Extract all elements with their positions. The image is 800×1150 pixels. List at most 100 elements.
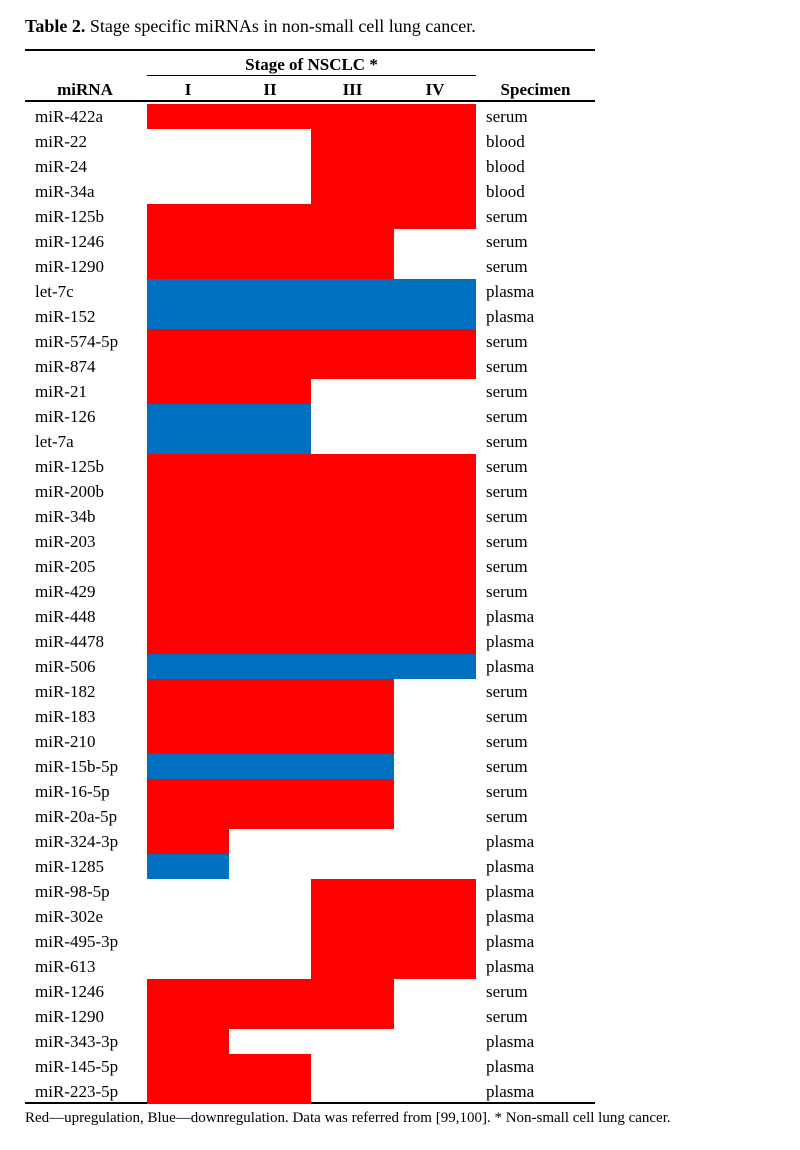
stage-cell bbox=[394, 954, 476, 979]
mirna: miR-302e bbox=[35, 907, 103, 926]
specimen: blood bbox=[486, 132, 525, 151]
stage-cell bbox=[229, 779, 311, 804]
stage-cell bbox=[394, 604, 476, 629]
caption: Table 2. Stage specific miRNAs in non-sm… bbox=[25, 16, 476, 37]
stage-cell bbox=[147, 579, 229, 604]
stage-cell bbox=[229, 329, 311, 354]
stage-cell bbox=[311, 804, 394, 829]
stage-cell bbox=[311, 454, 394, 479]
stage-cell bbox=[147, 1079, 229, 1104]
stage-cell bbox=[394, 654, 476, 679]
stage-cell bbox=[229, 254, 311, 279]
stage-cell bbox=[311, 129, 394, 154]
specimen: serum bbox=[486, 807, 528, 826]
mirna: miR-210 bbox=[35, 732, 96, 751]
stage-cell bbox=[394, 354, 476, 379]
stage-cell bbox=[311, 279, 394, 304]
stage-cell bbox=[311, 979, 394, 1004]
mirna: miR-21 bbox=[35, 382, 87, 401]
stage-cell bbox=[147, 204, 229, 229]
mirna: miR-324-3p bbox=[35, 832, 119, 851]
stage-cell bbox=[229, 354, 311, 379]
stage-cell bbox=[147, 729, 229, 754]
stage-cell bbox=[394, 904, 476, 929]
mirna: miR-422a bbox=[35, 107, 103, 126]
specimen: serum bbox=[486, 257, 528, 276]
mirna: miR-34b bbox=[35, 507, 96, 526]
stage-cell bbox=[147, 654, 229, 679]
stage-cell bbox=[394, 879, 476, 904]
top-rule bbox=[25, 49, 595, 51]
stage-cell bbox=[229, 204, 311, 229]
stage-cell bbox=[311, 779, 394, 804]
mirna: miR-506 bbox=[35, 657, 96, 676]
stage-cell bbox=[229, 404, 311, 429]
caption-text: Stage specific miRNAs in non-small cell … bbox=[89, 16, 476, 36]
stage-cell bbox=[147, 379, 229, 404]
stage-cell bbox=[394, 204, 476, 229]
stage-cell bbox=[311, 754, 394, 779]
stage-cell bbox=[147, 454, 229, 479]
stage-cell bbox=[147, 804, 229, 829]
specimen: plasma bbox=[486, 1057, 535, 1076]
stage-cell bbox=[394, 304, 476, 329]
stage-cell bbox=[147, 979, 229, 1004]
stage-cell bbox=[147, 104, 229, 129]
specimen: blood bbox=[486, 182, 525, 201]
specimen: serum bbox=[486, 232, 528, 251]
stage-cell bbox=[311, 604, 394, 629]
mirna: miR-98-5p bbox=[35, 882, 110, 901]
mirna: miR-125b bbox=[35, 207, 104, 226]
mirna: miR-203 bbox=[35, 532, 96, 551]
stage-cell bbox=[147, 1004, 229, 1029]
mirna: miR-200b bbox=[35, 482, 104, 501]
specimen: serum bbox=[486, 732, 528, 751]
stage-cell bbox=[311, 529, 394, 554]
stage-cell bbox=[229, 504, 311, 529]
mirna: miR-20a-5p bbox=[35, 807, 118, 826]
stage-cell bbox=[311, 154, 394, 179]
column-header: II bbox=[263, 80, 277, 99]
mirna: miR-15b-5p bbox=[35, 757, 119, 776]
mirna: miR-1285 bbox=[35, 857, 104, 876]
footnote: Red—upregulation, Blue—downregulation. D… bbox=[25, 1110, 671, 1126]
specimen: serum bbox=[486, 1007, 528, 1026]
column-header: III bbox=[342, 80, 363, 99]
specimen: serum bbox=[486, 407, 528, 426]
specimen: plasma bbox=[486, 857, 535, 876]
stage-cell bbox=[147, 679, 229, 704]
stage-cell bbox=[394, 579, 476, 604]
mirna: miR-24 bbox=[35, 157, 87, 176]
specimen: plasma bbox=[486, 607, 535, 626]
stage-cell bbox=[229, 529, 311, 554]
specimen: serum bbox=[486, 457, 528, 476]
stage-cell bbox=[229, 979, 311, 1004]
mirna: miR-182 bbox=[35, 682, 96, 701]
specimen: serum bbox=[486, 757, 528, 776]
stage-cell bbox=[394, 629, 476, 654]
stage-cell bbox=[147, 254, 229, 279]
stage-cell bbox=[147, 329, 229, 354]
stage-cell bbox=[311, 904, 394, 929]
group-header: Stage of NSCLC * bbox=[245, 55, 378, 74]
stage-cell bbox=[394, 129, 476, 154]
stage-cell bbox=[147, 404, 229, 429]
stage-cell bbox=[229, 229, 311, 254]
mirna: miR-183 bbox=[35, 707, 96, 726]
stage-cell bbox=[311, 254, 394, 279]
stage-cell bbox=[311, 654, 394, 679]
stage-cell bbox=[229, 104, 311, 129]
stage-cell bbox=[229, 379, 311, 404]
stage-cell bbox=[147, 554, 229, 579]
specimen: serum bbox=[486, 332, 528, 351]
stage-cell bbox=[394, 154, 476, 179]
stage-cell bbox=[229, 704, 311, 729]
stage-cell bbox=[147, 354, 229, 379]
stage-cell bbox=[229, 629, 311, 654]
stage-cell bbox=[147, 1054, 229, 1079]
stage-cell bbox=[311, 954, 394, 979]
stage-cell bbox=[147, 629, 229, 654]
specimen: serum bbox=[486, 582, 528, 601]
mirna: miR-613 bbox=[35, 957, 96, 976]
